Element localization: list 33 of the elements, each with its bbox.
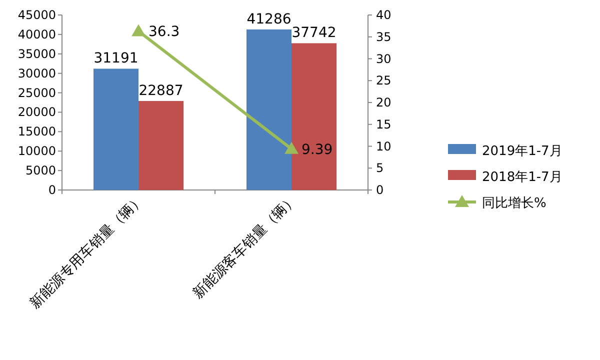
legend-label: 2018年1-7月 xyxy=(482,170,562,185)
y2-tick-label: 0 xyxy=(376,183,384,197)
y2-tick-label: 35 xyxy=(376,30,392,44)
y-tick-label: 25000 xyxy=(18,86,56,100)
data-label: 9.39 xyxy=(302,142,333,158)
y2-tick-label: 10 xyxy=(376,139,392,154)
y-tick-label: 15000 xyxy=(18,124,56,139)
y-tick-label: 5000 xyxy=(25,164,56,178)
legend-label: 2019年1-7月 xyxy=(482,144,562,159)
bar xyxy=(246,29,292,190)
y-tick-label: 30000 xyxy=(18,66,56,80)
x-tick-label: 新能源客车销量（辆） xyxy=(190,192,300,302)
legend-label: 同比增长% xyxy=(482,196,546,211)
y2-tick-label: 15 xyxy=(376,117,392,132)
data-label: 41286 xyxy=(246,11,292,28)
bar xyxy=(94,68,138,190)
y2-tick-label: 30 xyxy=(376,52,392,66)
y-tick-label: 35000 xyxy=(18,46,56,61)
data-label: 37742 xyxy=(292,25,336,42)
data-label: 22887 xyxy=(138,82,184,99)
y-tick-label: 0 xyxy=(48,183,56,197)
y2-tick-label: 5 xyxy=(376,161,384,176)
y2-tick-label: 40 xyxy=(376,8,392,22)
y-tick-label: 10000 xyxy=(18,144,56,158)
y-tick-label: 45000 xyxy=(18,8,56,22)
bar xyxy=(292,43,336,190)
y2-tick-label: 25 xyxy=(376,74,392,88)
y-tick-label: 20000 xyxy=(18,105,56,120)
y-tick-label: 40000 xyxy=(18,27,56,42)
data-label: 31191 xyxy=(94,50,138,67)
bar xyxy=(138,100,184,190)
data-label: 36.3 xyxy=(148,24,180,40)
y2-tick-label: 20 xyxy=(376,96,392,110)
